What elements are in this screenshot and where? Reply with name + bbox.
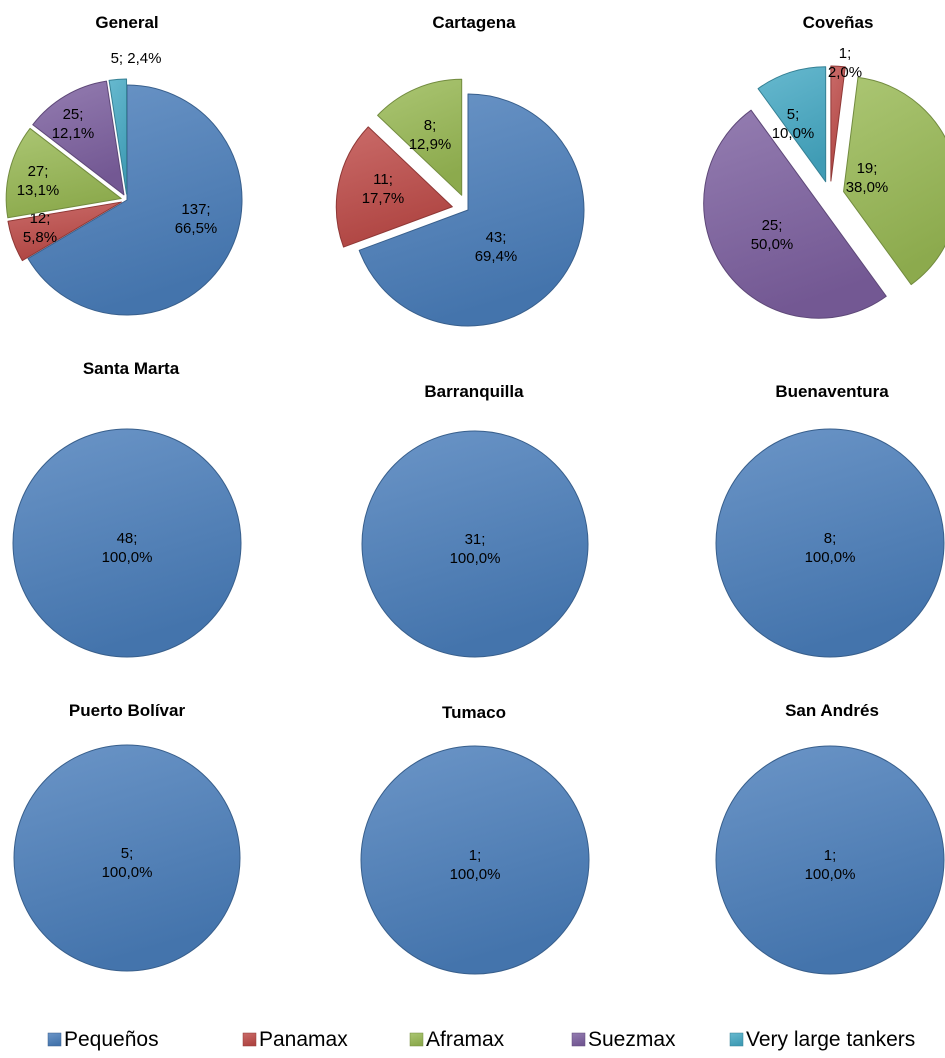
pie-slice-cartagena-pequenos [358,93,585,327]
pie-title-barranquilla: Barranquilla [424,382,524,401]
pie-data-label-buenaventura-pequenos: 8; 100,0% [805,530,856,566]
pie-data-label-barranquilla-pequenos: 31; 100,0% [450,531,501,567]
pie-title-buenaventura: Buenaventura [775,382,889,401]
legend-label-very-large-tankers: Very large tankers [746,1028,915,1051]
pie-title-tumaco: Tumaco [442,703,506,722]
pie-data-label-general-aframax: 27; 13,1% [17,163,60,199]
pie-data-label-cartagena-pequenos: 43; 69,4% [475,229,518,265]
pie-slice-general-aframax [5,127,122,219]
pie-chart-puerto-bolivar: Puerto Bolívar 5; 100,0% [13,701,241,972]
legend-label-pequenos: Pequeños [64,1028,159,1051]
pie-data-label-covenas-suezmax: 25; 50,0% [751,217,794,253]
pie-data-label-covenas-very-large-tankers: 5; 10,0% [772,106,815,142]
pie-data-label-general-pequenos: 137; 66,5% [175,201,218,237]
pie-slice-santa-marta-pequenos [12,428,242,658]
pie-chart-tumaco: Tumaco 1; 100,0% [360,703,590,975]
pie-data-label-cartagena-aframax: 8; 12,9% [409,117,452,153]
pie-title-san-andres: San Andrés [785,701,879,720]
pie-chart-buenaventura: Buenaventura 8; 100,0% [715,382,945,658]
pie-title-santa-marta: Santa Marta [83,359,180,378]
pie-title-cartagena: Cartagena [432,13,516,32]
pie-title-general: General [95,13,158,32]
chart-legend: Pequeños Panamax Aframax Suezmax Very large … [47,1028,915,1051]
pie-slice-general-pequenos [27,84,243,316]
pie-data-label-covenas-aframax: 19; 38,0% [846,160,889,196]
legend-swatch-suezmax [571,1032,586,1047]
pie-slice-covenas-aframax [843,76,945,286]
pie-title-puerto-bolivar: Puerto Bolívar [69,701,186,720]
legend-label-panamax: Panamax [259,1028,348,1051]
legend-swatch-panamax [242,1032,257,1047]
pie-chart-general: General 137; 66,5% 12; 5,8% 27; 13,1% 25; 12,1% 5… [5,13,243,316]
legend-swatch-very-large-tankers [729,1032,744,1047]
pie-chart-cartagena: Cartagena 43; 69,4% 11; 17,7%8; 12,9% [335,13,585,327]
pie-slice-general-panamax [7,201,122,262]
pie-slice-covenas-very-large-tankers [757,66,827,183]
pie-slice-cartagena-aframax [377,78,463,196]
pie-data-label-san-andres-pequenos: 1; 100,0% [805,847,856,883]
pie-data-label-covenas-panamax: 1; 2,0% [828,45,862,81]
pie-slice-barranquilla-pequenos [361,430,589,658]
pie-data-label-puerto-bolivar-pequenos: 5; 100,0% [102,845,153,881]
legend-swatch-aframax [409,1032,424,1047]
legend-label-aframax: Aframax [426,1028,505,1051]
pie-slice-puerto-bolivar-pequenos [13,744,241,972]
pie-title-covenas: Coveñas [803,13,874,32]
pie-slice-san-andres-pequenos [715,745,945,975]
pie-chart-barranquilla: Barranquilla 31; 100,0% [361,382,589,658]
pie-chart-santa-marta: Santa Marta 48; 100,0% [12,359,242,658]
pie-slice-cartagena-panamax [335,126,453,248]
pie-slice-buenaventura-pequenos [715,428,945,658]
pie-slice-general-suezmax [32,80,125,196]
pie-slice-covenas-panamax [830,65,846,182]
pie-data-label-tumaco-pequenos: 1; 100,0% [450,847,501,883]
pie-data-label-santa-marta-pequenos: 48; 100,0% [102,530,153,566]
pie-data-label-general-suezmax: 25; 12,1% [52,106,95,142]
pie-slice-general-very-large-tankers [108,78,128,195]
legend-swatch-pequenos [47,1032,62,1047]
pie-chart-san-andres: San Andrés 1; 100,0% [715,701,945,975]
pie-chart-covenas: Coveñas 1; 2,0% 19; 38,0% 25; 50,0% 5; 10,0% [703,13,945,319]
legend-label-suezmax: Suezmax [588,1028,676,1051]
pie-data-label-cartagena-panamax: 11; 17,7% [362,171,405,207]
pie-data-label-general-panamax: 12; 5,8% [23,210,57,246]
pie-slice-covenas-suezmax [703,109,887,319]
pie-data-label-general-very-large-tankers: 5; 2,4% [111,50,162,67]
pie-slice-tumaco-pequenos [360,745,590,975]
